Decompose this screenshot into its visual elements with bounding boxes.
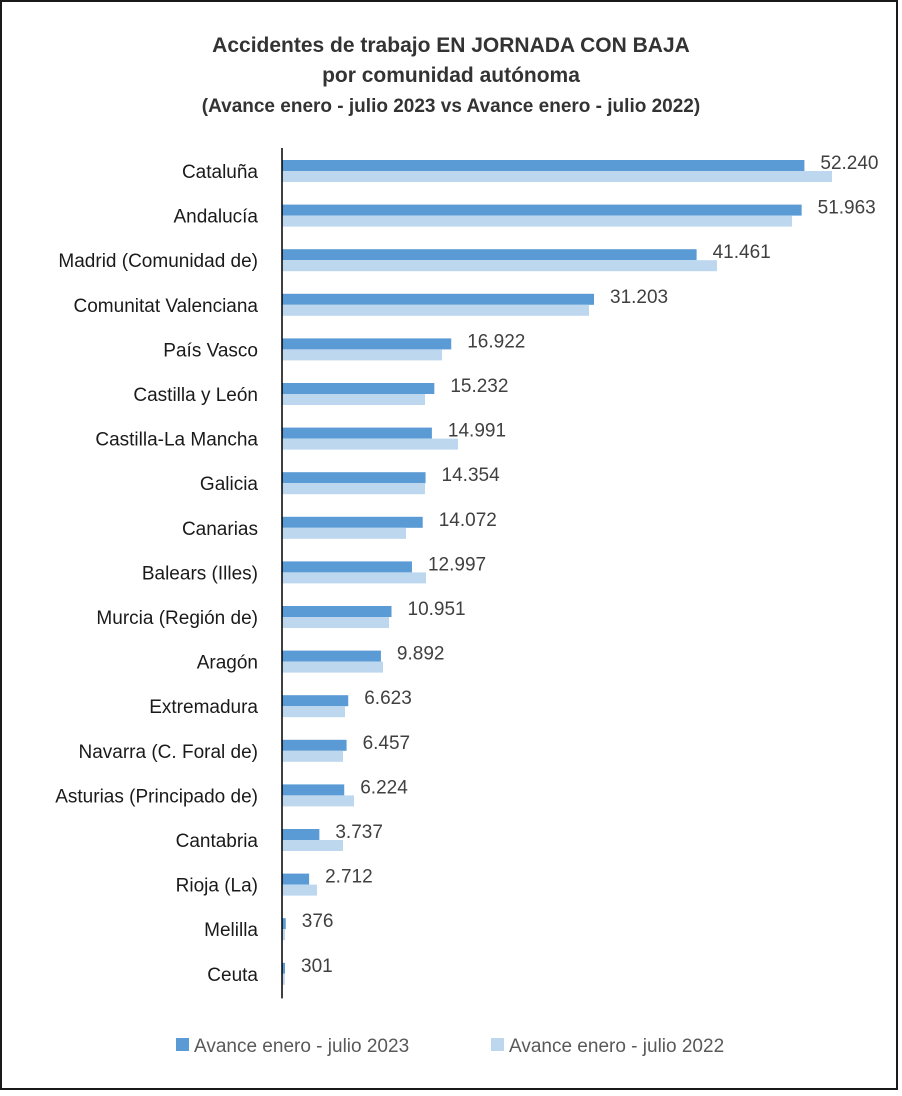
- category-label-18: Ceuta: [207, 965, 258, 986]
- value-labels: 52.240 51.963 41.461 31.203 16.922 15.232 14.9…: [301, 153, 879, 977]
- value-label-8: 14.072: [439, 510, 497, 531]
- bar-2023-17: [282, 918, 286, 930]
- bar-2023-15: [282, 829, 320, 840]
- category-label-17: Melilla: [204, 920, 258, 941]
- bar-2023-9: [282, 561, 412, 573]
- bar-2023-7: [282, 472, 426, 484]
- bar-2023-0: [282, 160, 805, 171]
- bar-2023-11: [282, 650, 381, 662]
- legend-swatch-1: [491, 1038, 504, 1051]
- bar-2022-6: [282, 438, 458, 450]
- category-label-7: Galicia: [200, 474, 259, 495]
- value-label-18: 301: [301, 956, 333, 977]
- bar-2022-9: [282, 572, 426, 584]
- chart-title: Accidentes de trabajo EN JORNADA CON BAJ…: [212, 34, 690, 57]
- bar-2022-2: [282, 260, 717, 272]
- value-label-16: 2.712: [325, 867, 373, 888]
- bar-2022-0: [282, 171, 832, 182]
- bar-2022-8: [282, 527, 406, 539]
- legend: Avance enero - julio 2023 Avance enero - …: [176, 1036, 724, 1057]
- bars-group: [282, 160, 832, 985]
- bar-2022-1: [282, 215, 792, 227]
- category-labels: Cataluña Andalucía Madrid (Comunidad de) Co…: [55, 162, 258, 986]
- category-label-15: Cantabria: [176, 831, 259, 852]
- bar-2022-16: [282, 884, 317, 896]
- value-label-7: 14.354: [442, 465, 501, 486]
- bar-2022-17: [282, 929, 285, 941]
- bar-2023-8: [282, 516, 423, 528]
- bar-2023-18: [282, 962, 286, 974]
- bar-2022-11: [282, 661, 383, 673]
- bar-2022-15: [282, 840, 343, 851]
- chart-subtitle: por comunidad autónoma: [322, 64, 580, 87]
- bar-2022-7: [282, 483, 425, 495]
- category-label-16: Rioja (La): [176, 876, 258, 897]
- category-label-14: Asturias (Principado de): [55, 786, 258, 807]
- bar-2022-13: [282, 750, 343, 762]
- category-label-3: Comunitat Valenciana: [74, 296, 259, 317]
- value-label-6: 14.991: [448, 421, 506, 442]
- value-label-13: 6.457: [363, 733, 411, 754]
- bar-2023-13: [282, 739, 347, 751]
- value-label-10: 10.951: [408, 599, 466, 620]
- value-label-4: 16.922: [467, 331, 525, 352]
- value-label-15: 3.737: [335, 822, 383, 843]
- category-label-12: Extremadura: [149, 697, 258, 718]
- category-label-2: Madrid (Comunidad de): [58, 251, 258, 272]
- category-label-6: Castilla-La Mancha: [95, 430, 258, 451]
- bar-2023-16: [282, 873, 310, 885]
- value-label-1: 51.963: [818, 198, 876, 219]
- bar-2023-4: [282, 338, 452, 350]
- value-label-11: 9.892: [397, 644, 445, 665]
- bar-2022-14: [282, 795, 354, 807]
- category-label-4: País Vasco: [163, 340, 258, 361]
- value-label-17: 376: [302, 911, 334, 932]
- bar-2022-10: [282, 617, 389, 628]
- category-label-8: Canarias: [182, 519, 258, 540]
- bar-2023-3: [282, 293, 595, 305]
- bar-2023-6: [282, 427, 432, 439]
- category-label-10: Murcia (Región de): [96, 608, 258, 629]
- bar-2023-5: [282, 383, 435, 394]
- bar-2023-1: [282, 204, 802, 216]
- category-label-9: Balears (Illes): [142, 563, 258, 584]
- value-label-9: 12.997: [428, 554, 486, 575]
- chart-subtitle-period: (Avance enero - julio 2023 vs Avance ene…: [201, 96, 701, 117]
- bar-2022-3: [282, 304, 589, 316]
- category-label-0: Cataluña: [182, 162, 258, 183]
- bar-2023-14: [282, 784, 345, 796]
- bar-2022-4: [282, 349, 442, 361]
- bar-2022-12: [282, 706, 345, 718]
- bar-2023-12: [282, 695, 349, 707]
- category-label-11: Aragón: [197, 653, 258, 674]
- value-label-12: 6.623: [364, 688, 412, 709]
- category-label-13: Navarra (C. Foral de): [79, 742, 259, 763]
- value-label-5: 15.232: [450, 376, 508, 397]
- category-label-5: Castilla y León: [133, 385, 258, 406]
- value-label-2: 41.461: [713, 242, 771, 263]
- bar-2023-2: [282, 249, 697, 261]
- legend-swatch-0: [176, 1038, 189, 1051]
- legend-label-1: Avance enero - julio 2022: [509, 1036, 724, 1057]
- bar-2023-10: [282, 606, 392, 617]
- value-label-0: 52.240: [820, 153, 878, 174]
- value-label-14: 6.224: [360, 777, 408, 798]
- category-label-1: Andalucía: [173, 207, 258, 228]
- value-label-3: 31.203: [610, 287, 668, 308]
- legend-label-0: Avance enero - julio 2023: [194, 1036, 409, 1057]
- bar-2022-18: [282, 973, 285, 985]
- bar-2022-5: [282, 394, 425, 405]
